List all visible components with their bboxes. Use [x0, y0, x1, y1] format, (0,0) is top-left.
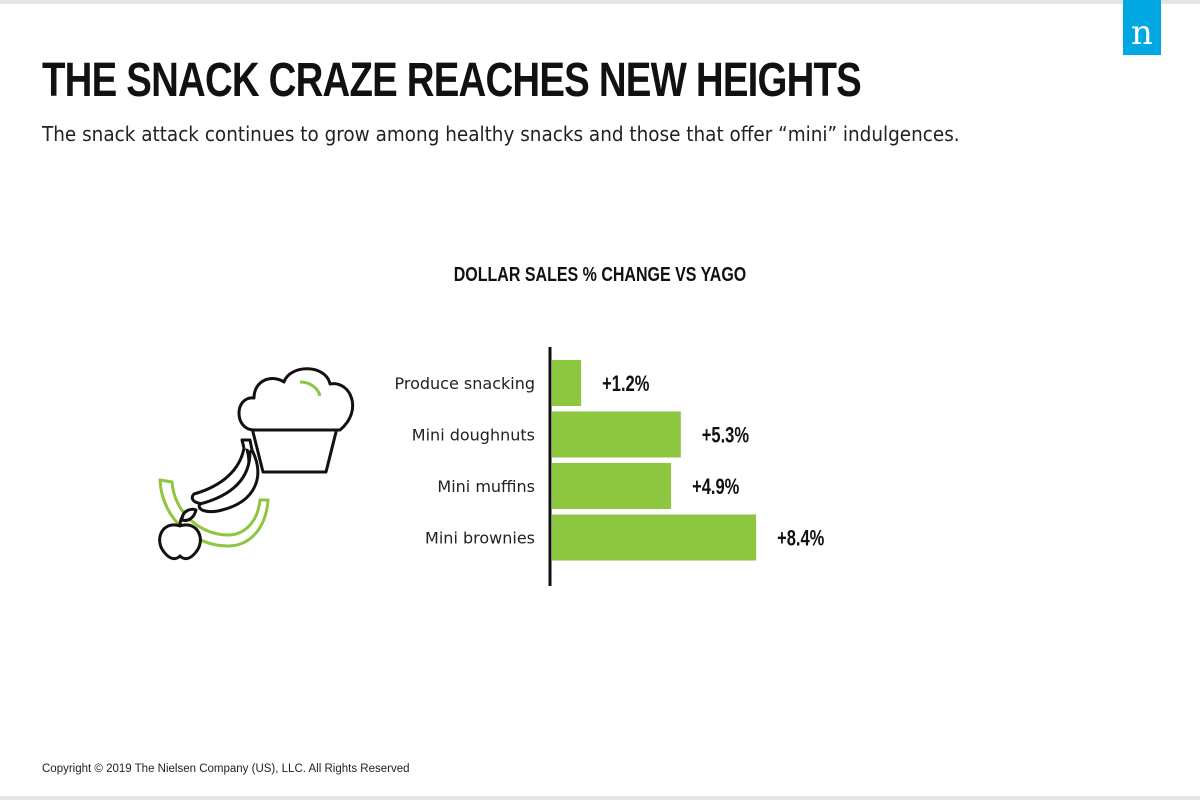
- apple-icon: [158, 507, 202, 561]
- value-label-1: +5.3%: [702, 423, 749, 448]
- bar-3: [552, 514, 757, 561]
- logo-letter: n: [1131, 13, 1153, 53]
- banana-icon: [190, 438, 260, 514]
- bar-2: [552, 463, 672, 509]
- category-label-1: Mini doughnuts: [412, 426, 535, 445]
- value-label-2: +4.9%: [692, 475, 739, 500]
- bar-1: [552, 411, 681, 458]
- copyright-footer: Copyright © 2019 The Nielsen Company (US…: [42, 763, 410, 775]
- bar-0: [552, 360, 582, 406]
- snack-illustration: [158, 367, 355, 561]
- category-label-3: Mini brownies: [425, 529, 535, 548]
- muffin-icon: [237, 367, 355, 474]
- category-label-2: Mini muffins: [437, 477, 535, 496]
- category-label-0: Produce snacking: [395, 374, 536, 393]
- bottom-border: [0, 796, 1200, 800]
- page-title: THE SNACK CRAZE REACHES NEW HEIGHTS: [42, 54, 862, 107]
- top-border: [0, 0, 1200, 4]
- page-subtitle: The snack attack continues to grow among…: [42, 122, 960, 146]
- value-label-3: +8.4%: [777, 526, 824, 551]
- value-label-0: +1.2%: [602, 372, 649, 397]
- chart-title: DOLLAR SALES % CHANGE VS YAGO: [453, 264, 747, 286]
- bar-chart: Produce snacking +1.2% Mini doughnuts +5.3%…: [395, 347, 824, 586]
- nielsen-logo-icon: n: [1123, 0, 1161, 55]
- watermelon-slice-icon: [158, 478, 270, 548]
